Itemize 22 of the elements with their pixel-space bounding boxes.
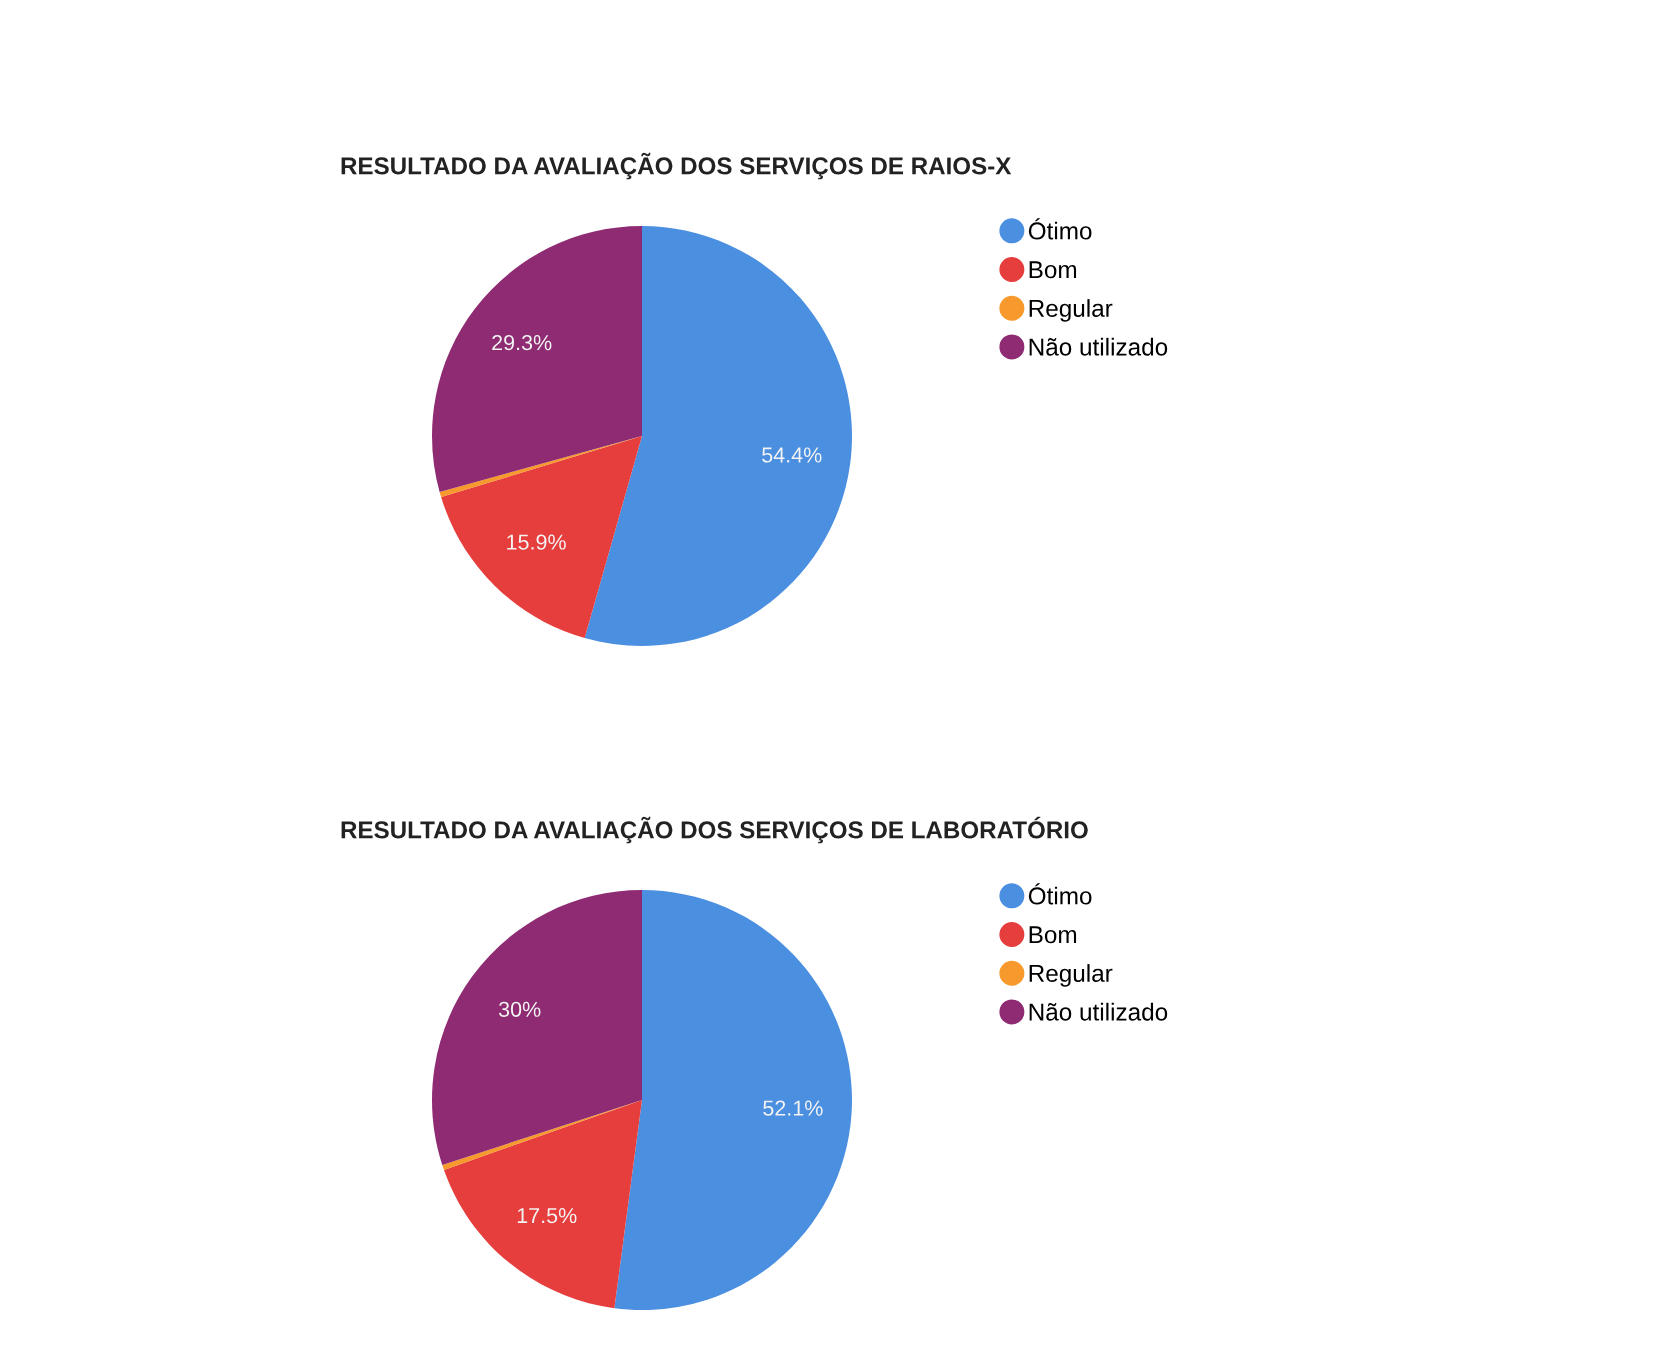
data-label: 52.1%: [763, 1100, 823, 1116]
chart-title: RESULTADO DA AVALIAÇÃO DOS SERVIÇOS DE LABORATÓRIO: [341, 816, 1088, 844]
data-label: 30%: [498, 1001, 541, 1017]
legend-label: Regular: [1029, 964, 1113, 987]
pie-slice: [584, 226, 852, 646]
legend-label: Regular: [1029, 299, 1113, 322]
pie-slice: [432, 890, 642, 1165]
pie-slice: [432, 226, 642, 493]
legend-label: Não utilizado: [1029, 1002, 1168, 1021]
data-label: 17.5%: [517, 1208, 577, 1224]
pie-slice: [614, 890, 852, 1310]
pie-slice: [443, 1100, 642, 1309]
legend-label: Ótimo: [1028, 218, 1092, 240]
data-label: 15.9%: [507, 534, 566, 550]
legend-label: Não utilizado: [1029, 337, 1168, 356]
legend-label: Bom: [1029, 926, 1077, 944]
legend-label: Bom: [1029, 261, 1077, 279]
chart-title: RESULTADO DA AVALIAÇÃO DOS SERVIÇOS DE RAIOS-X: [341, 152, 1012, 180]
pie-slice: [441, 436, 642, 639]
legend-label: Ótimo: [1028, 883, 1092, 905]
data-label: 54.4%: [762, 447, 822, 463]
data-label: 29.3%: [492, 334, 552, 351]
